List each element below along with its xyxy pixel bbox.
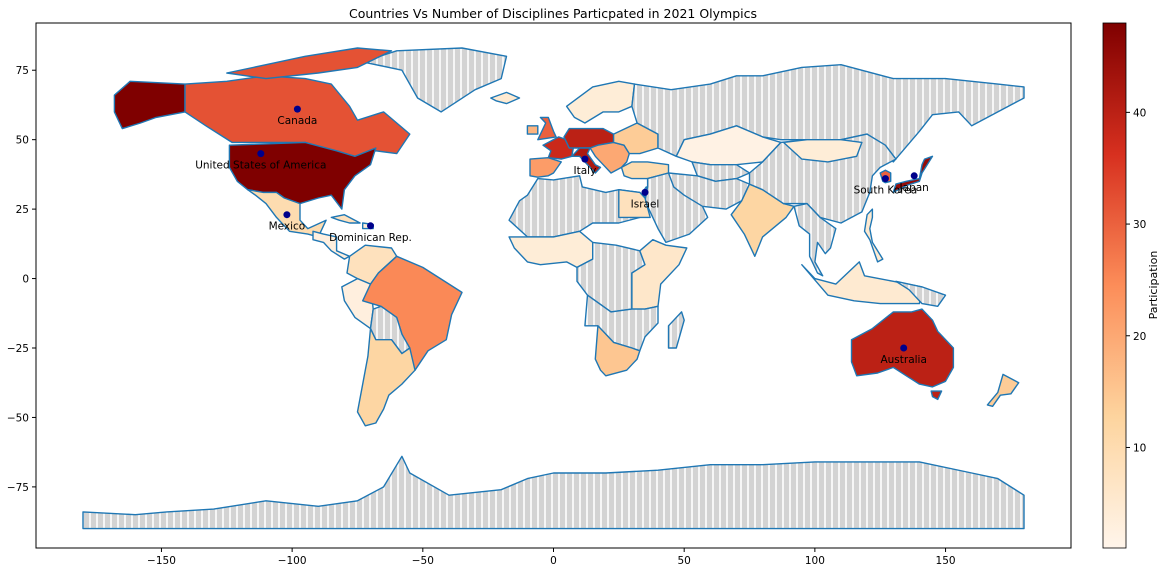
marker-united-states-of-america xyxy=(257,150,265,158)
marker-mexico xyxy=(283,211,291,219)
marker-label-united-states-of-america: United States of America xyxy=(195,160,326,172)
region-japan xyxy=(892,155,934,194)
region-argentina-chile xyxy=(356,327,416,427)
region-new-zealand xyxy=(986,373,1020,407)
region-tasmania xyxy=(930,390,943,401)
x-tick-label: −50 xyxy=(412,555,434,567)
marker-label-japan: Japan xyxy=(899,182,929,194)
colorbar xyxy=(1102,22,1127,549)
y-tick-label: 75 xyxy=(16,65,29,77)
colorbar-tick-label: 10 xyxy=(1133,442,1146,454)
region-greenland xyxy=(362,47,508,113)
marker-label-canada: Canada xyxy=(277,115,317,127)
x-tick-label: −150 xyxy=(147,555,176,567)
colorbar-ticks: 10 20 30 40 xyxy=(1126,107,1146,454)
region-south-africa xyxy=(594,325,641,377)
region-canadian-arctic xyxy=(226,47,393,80)
x-tick-label: 150 xyxy=(936,555,956,567)
region-taiwan-philippines xyxy=(863,208,884,263)
region-central-america xyxy=(312,230,351,260)
colorbar-tick-label: 40 xyxy=(1133,107,1146,119)
colorbar-tick-label: 30 xyxy=(1133,219,1146,231)
marker-label-dominican-rep: Dominican Rep. xyxy=(329,232,412,244)
chart-title: Countries Vs Number of Disciplines Parti… xyxy=(349,6,757,21)
region-west-africa xyxy=(508,230,594,269)
region-papua xyxy=(895,280,947,307)
region-iceland xyxy=(490,91,521,105)
marker-israel xyxy=(641,188,649,196)
region-cuba xyxy=(330,213,361,224)
marker-italy xyxy=(581,155,589,163)
marker-canada xyxy=(293,105,301,113)
region-east-africa xyxy=(631,238,688,310)
marker-dominican-rep xyxy=(367,222,374,230)
marker-label-italy: Italy xyxy=(574,165,597,177)
region-mongolia xyxy=(782,138,863,163)
y-axis: 75 50 25 0 −25 −50 −75 xyxy=(7,65,36,494)
y-tick-label: 25 xyxy=(16,204,29,216)
region-ireland xyxy=(526,125,539,135)
region-ecuador-peru xyxy=(341,277,374,330)
map-regions xyxy=(82,47,1025,530)
x-tick-label: 100 xyxy=(805,555,825,567)
marker-label-mexico: Mexico xyxy=(269,221,306,233)
x-tick-label: 50 xyxy=(677,555,690,567)
region-uk xyxy=(537,116,557,141)
y-tick-label: −50 xyxy=(7,412,29,424)
colorbar-tick-label: 20 xyxy=(1133,331,1146,343)
region-alaska xyxy=(113,80,186,130)
marker-label-australia: Australia xyxy=(880,354,926,366)
region-norway-sweden-finland xyxy=(565,80,636,124)
x-tick-label: 0 xyxy=(550,555,557,567)
region-spain-portugal xyxy=(529,156,562,178)
x-axis: −150 −100 −50 0 50 100 150 xyxy=(147,548,956,567)
colorbar-label: Participation xyxy=(1147,251,1160,320)
y-tick-label: 0 xyxy=(22,274,29,286)
region-canada xyxy=(184,75,411,158)
marker-japan xyxy=(910,172,918,180)
marker-australia xyxy=(900,344,908,352)
region-balkans xyxy=(589,141,630,174)
region-southeast-asia xyxy=(793,202,837,277)
region-madagascar xyxy=(667,311,685,349)
x-tick-label: −100 xyxy=(278,555,307,567)
marker-south-korea xyxy=(881,175,889,183)
marker-label-israel: Israel xyxy=(631,198,660,210)
y-tick-label: −75 xyxy=(7,482,29,494)
region-antarctica xyxy=(82,455,1025,530)
marker-label-south-korea: South Korea xyxy=(854,185,918,197)
y-tick-label: −25 xyxy=(7,343,29,355)
region-egypt xyxy=(618,188,651,219)
country-markers: Canada United States of America Mexico Domi… xyxy=(195,105,929,366)
y-tick-label: 50 xyxy=(16,135,29,147)
